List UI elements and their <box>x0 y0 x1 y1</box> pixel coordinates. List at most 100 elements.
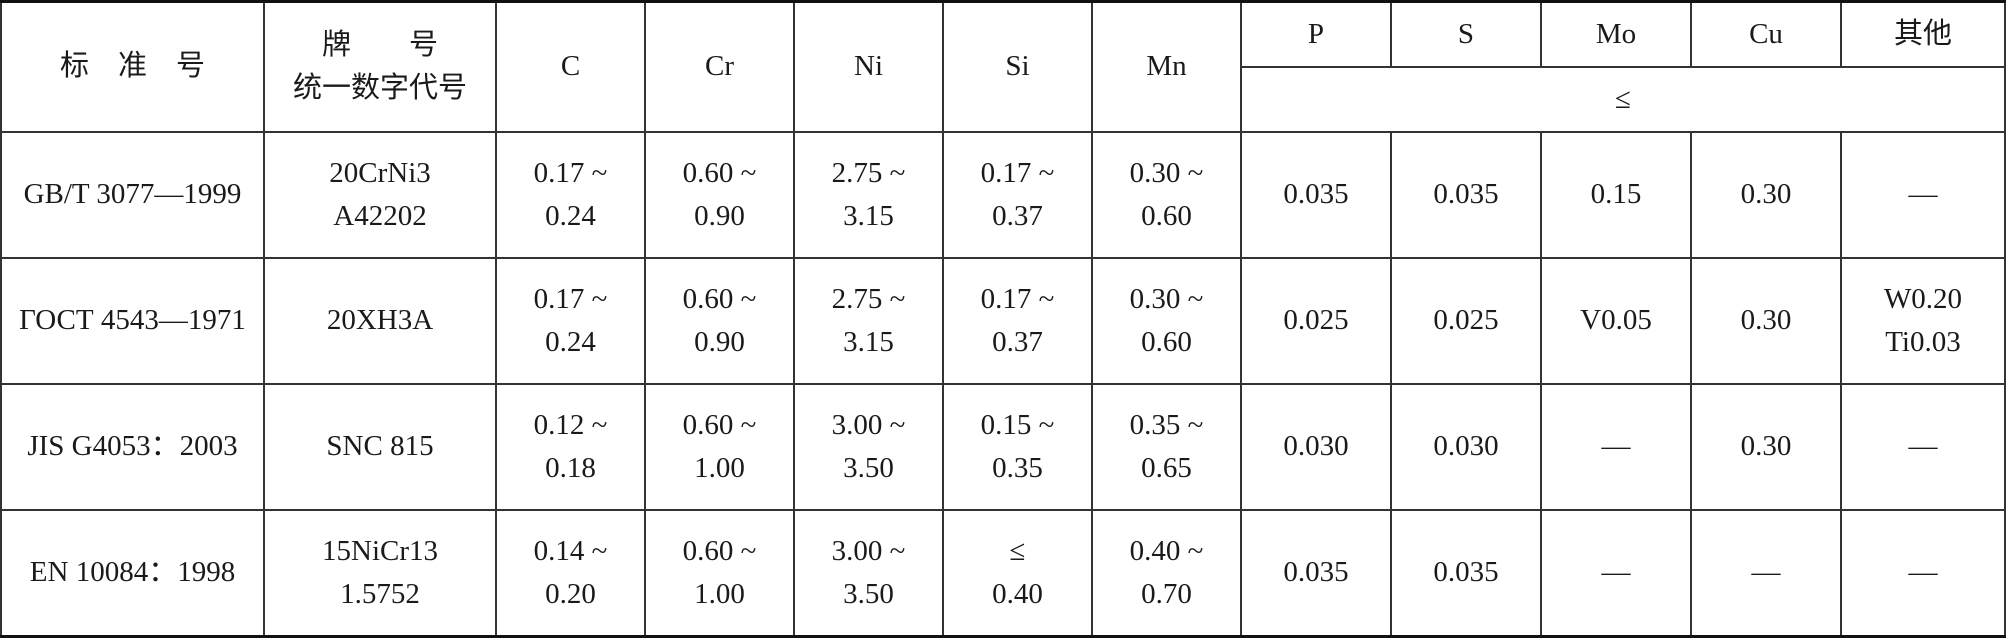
cell-grade-line2: 1.5752 <box>340 578 420 610</box>
header-Mn: Mn <box>1091 0 1242 133</box>
cell-Cr-max: 0.90 <box>694 326 745 358</box>
cell-Si-min: ≤ <box>1009 534 1026 567</box>
header-grade-line2: 统一数字代号 <box>292 72 467 104</box>
cell-Ni-min: 2.75 ~ <box>831 282 906 315</box>
cell-Ni-min: 3.00 ~ <box>831 534 906 567</box>
cell-Si: 0.17 ~ 0.37 <box>942 131 1093 259</box>
cell-other: — <box>1840 131 2006 259</box>
cell-Cr-max: 0.90 <box>694 200 745 232</box>
header-Si: Si <box>942 0 1093 133</box>
table-row: EN 10084：1998 15NiCr13 1.5752 0.14 ~ 0.20… <box>0 509 2006 638</box>
header-standard: 标 准 号 <box>0 0 265 133</box>
cell-Cr: 0.60 ~ 1.00 <box>644 509 795 638</box>
cell-Cr: 0.60 ~ 0.90 <box>644 131 795 259</box>
cell-Ni-max: 3.50 <box>843 578 894 610</box>
cell-Mn-max: 0.65 <box>1141 452 1192 484</box>
cell-Cu: 0.30 <box>1690 131 1842 259</box>
cell-C: 0.17 ~ 0.24 <box>495 131 646 259</box>
cell-C-max: 0.24 <box>545 200 596 232</box>
cell-C-max: 0.18 <box>545 452 596 484</box>
cell-standard: GB/T 3077—1999 <box>0 131 265 259</box>
header-other: 其他 <box>1840 0 2006 68</box>
cell-standard: JIS G4053：2003 <box>0 383 265 511</box>
cell-Mn-min: 0.40 ~ <box>1129 534 1204 567</box>
cell-Cr: 0.60 ~ 1.00 <box>644 383 795 511</box>
cell-Mn: 0.30 ~ 0.60 <box>1091 257 1242 385</box>
cell-Ni: 3.00 ~ 3.50 <box>793 383 944 511</box>
cell-grade: 20CrNi3 A42202 <box>263 131 497 259</box>
cell-grade-line1: 20XH3A <box>326 304 434 337</box>
cell-Mo: 0.15 <box>1540 131 1692 259</box>
cell-Cr-min: 0.60 ~ <box>682 534 757 567</box>
cell-Cr-min: 0.60 ~ <box>682 408 757 441</box>
header-grade-line1: 牌 号 <box>321 28 438 61</box>
table-row: JIS G4053：2003 SNC 815 0.12 ~ 0.18 0.60 ~… <box>0 383 2006 511</box>
cell-Ni-min: 2.75 ~ <box>831 156 906 189</box>
cell-P: 0.025 <box>1240 257 1392 385</box>
cell-Mn-min: 0.30 ~ <box>1129 156 1204 189</box>
header-S: S <box>1390 0 1542 68</box>
cell-Si-max: 0.35 <box>992 452 1043 484</box>
cell-other: — <box>1840 383 2006 511</box>
cell-C-min: 0.17 ~ <box>533 156 608 189</box>
cell-Si: ≤0.40 <box>942 509 1093 638</box>
cell-C-max: 0.24 <box>545 326 596 358</box>
header-max-symbol: ≤ <box>1240 66 2006 133</box>
cell-Mo: V0.05 <box>1540 257 1692 385</box>
cell-Ni-max: 3.15 <box>843 326 894 358</box>
cell-Cr-max: 1.00 <box>694 578 745 610</box>
cell-C: 0.14 ~ 0.20 <box>495 509 646 638</box>
cell-Mo: — <box>1540 509 1692 638</box>
cell-P: 0.035 <box>1240 509 1392 638</box>
cell-other-line1: W0.20 <box>1883 282 1963 315</box>
cell-grade: 20XH3A <box>263 257 497 385</box>
cell-Ni: 3.00 ~ 3.50 <box>793 509 944 638</box>
cell-Mn-max: 0.70 <box>1141 578 1192 610</box>
header-grade: 牌 号 统一数字代号 <box>263 0 497 133</box>
header-C: C <box>495 0 646 133</box>
cell-C-min: 0.17 ~ <box>533 282 608 315</box>
cell-Mn: 0.30 ~ 0.60 <box>1091 131 1242 259</box>
cell-Si: 0.17 ~ 0.37 <box>942 257 1093 385</box>
cell-Ni-max: 3.50 <box>843 452 894 484</box>
cell-Cr-min: 0.60 ~ <box>682 156 757 189</box>
cell-Cu: 0.30 <box>1690 383 1842 511</box>
cell-Mn-max: 0.60 <box>1141 326 1192 358</box>
cell-S: 0.025 <box>1390 257 1542 385</box>
cell-Si: 0.15 ~ 0.35 <box>942 383 1093 511</box>
table-row: GB/T 3077—1999 20CrNi3 A42202 0.17 ~ 0.24… <box>0 131 2006 259</box>
cell-grade-line1: SNC 815 <box>326 430 434 463</box>
cell-Ni-max: 3.15 <box>843 200 894 232</box>
cell-Si-max: 0.37 <box>992 200 1043 232</box>
cell-Si-min: 0.15 ~ <box>980 408 1055 441</box>
cell-C-min: 0.12 ~ <box>533 408 608 441</box>
cell-Cr: 0.60 ~ 0.90 <box>644 257 795 385</box>
cell-C-min: 0.14 ~ <box>533 534 608 567</box>
cell-Mn-min: 0.30 ~ <box>1129 282 1204 315</box>
cell-other-line2: Ti0.03 <box>1885 326 1961 358</box>
cell-Si-max: 0.40 <box>992 578 1043 610</box>
header-row-max: ≤ <box>1 66 2006 133</box>
cell-P: 0.035 <box>1240 131 1392 259</box>
cell-Ni: 2.75 ~ 3.15 <box>793 257 944 385</box>
cell-Si-min: 0.17 ~ <box>980 156 1055 189</box>
cell-S: 0.035 <box>1390 509 1542 638</box>
header-Cu: Cu <box>1690 0 1842 68</box>
header-Mo: Mo <box>1540 0 1692 68</box>
cell-standard: EN 10084：1998 <box>0 509 265 638</box>
header-row-elements: 标 准 号 牌 号 统一数字代号 C Cr Ni Si Mn P S Mo Cu… <box>0 0 2006 133</box>
cell-Mn: 0.40 ~ 0.70 <box>1091 509 1242 638</box>
header-P: P <box>1240 0 1392 68</box>
cell-Cr-max: 1.00 <box>694 452 745 484</box>
cell-Si-min: 0.17 ~ <box>980 282 1055 315</box>
cell-Ni: 2.75 ~ 3.15 <box>793 131 944 259</box>
cell-grade-line2: A42202 <box>333 200 427 232</box>
cell-Cu: — <box>1690 509 1842 638</box>
cell-other-line1: — <box>1908 556 1938 589</box>
cell-Si-max: 0.37 <box>992 326 1043 358</box>
cell-grade: SNC 815 <box>263 383 497 511</box>
cell-C: 0.17 ~ 0.24 <box>495 257 646 385</box>
cell-other: — <box>1840 509 2006 638</box>
cell-Mn-max: 0.60 <box>1141 200 1192 232</box>
